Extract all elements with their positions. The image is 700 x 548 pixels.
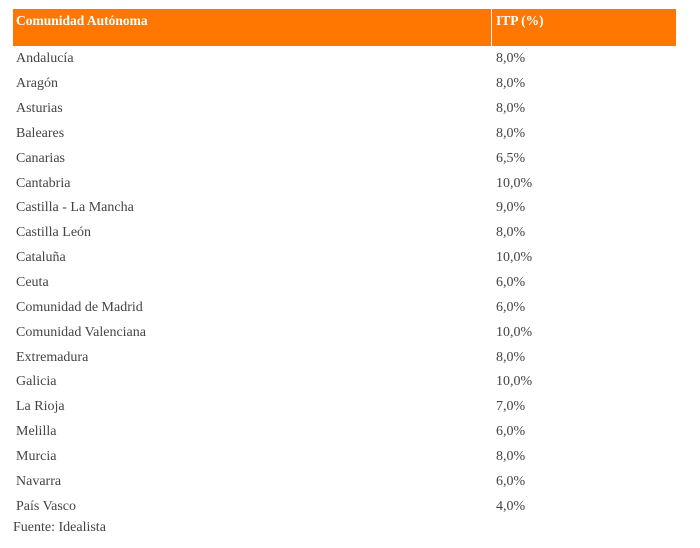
cell-comunidad: Aragón xyxy=(16,76,58,92)
cell-comunidad: Castilla - La Mancha xyxy=(16,200,134,216)
cell-itp: 6,0% xyxy=(496,424,526,440)
cell-itp: 10,0% xyxy=(496,374,533,390)
cell-comunidad: Murcia xyxy=(16,448,57,464)
cell-itp: 8,0% xyxy=(496,349,526,365)
cell-comunidad: Andalucía xyxy=(16,51,74,67)
table-row: Ceuta 6,0% xyxy=(13,271,676,296)
cell-itp: 6,0% xyxy=(496,473,526,489)
table-header: Comunidad Autónoma ITP (%) xyxy=(13,9,676,46)
cell-comunidad: La Rioja xyxy=(16,399,65,415)
cell-itp: 6,0% xyxy=(496,275,526,291)
cell-comunidad: Asturias xyxy=(16,101,63,117)
cell-itp: 8,0% xyxy=(496,101,526,117)
cell-comunidad: Extremadura xyxy=(16,349,89,365)
table-row: Aragón 8,0% xyxy=(13,72,676,97)
header-itp: ITP (%) xyxy=(496,13,544,28)
table-row: Comunidad Valenciana 10,0% xyxy=(13,320,676,345)
table-row: Murcia 8,0% xyxy=(13,445,676,470)
cell-comunidad: País Vasco xyxy=(16,498,77,514)
cell-itp: 4,0% xyxy=(496,498,526,514)
table-row: Andalucía 8,0% xyxy=(13,47,676,72)
cell-comunidad: Navarra xyxy=(16,473,62,489)
table-row: Navarra 6,0% xyxy=(13,469,676,494)
cell-itp: 10,0% xyxy=(496,175,533,191)
itp-table: Comunidad Autónoma ITP (%) Andalucía 8,0%… xyxy=(13,9,676,519)
table-row: Baleares 8,0% xyxy=(13,122,676,147)
cell-comunidad: Melilla xyxy=(16,424,57,440)
table-row: País Vasco 4,0% xyxy=(13,494,676,519)
cell-comunidad: Cantabria xyxy=(16,175,71,191)
cell-comunidad: Ceuta xyxy=(16,275,49,291)
table-row: Castilla León 8,0% xyxy=(13,221,676,246)
cell-comunidad: Canarias xyxy=(16,150,65,166)
cell-comunidad: Castilla León xyxy=(16,225,92,241)
table-row: Cantabria 10,0% xyxy=(13,171,676,196)
cell-itp: 8,0% xyxy=(496,51,526,67)
table-row: Asturias 8,0% xyxy=(13,97,676,122)
table-row: Castilla - La Mancha 9,0% xyxy=(13,196,676,221)
table-row: Cataluña 10,0% xyxy=(13,246,676,271)
cell-comunidad: Comunidad Valenciana xyxy=(16,324,146,340)
table-row: Comunidad de Madrid 6,0% xyxy=(13,295,676,320)
table-row: Extremadura 8,0% xyxy=(13,345,676,370)
table-row: Canarias 6,5% xyxy=(13,146,676,171)
source-note: Fuente: Idealista xyxy=(13,520,106,535)
cell-itp: 8,0% xyxy=(496,225,526,241)
cell-comunidad: Cataluña xyxy=(16,250,66,266)
cell-itp: 8,0% xyxy=(496,76,526,92)
cell-itp: 8,0% xyxy=(496,448,526,464)
cell-itp: 10,0% xyxy=(496,250,533,266)
cell-itp: 6,0% xyxy=(496,299,526,315)
cell-comunidad: Baleares xyxy=(16,125,65,141)
cell-itp: 8,0% xyxy=(496,125,526,141)
cell-itp: 6,5% xyxy=(496,150,526,166)
header-comunidad: Comunidad Autónoma xyxy=(13,9,492,46)
cell-comunidad: Galicia xyxy=(16,374,57,390)
table-body: Andalucía 8,0% Aragón 8,0% Asturias 8,0% Balea… xyxy=(13,46,676,519)
cell-itp: 7,0% xyxy=(496,399,526,415)
table-row: Galicia 10,0% xyxy=(13,370,676,395)
cell-comunidad: Comunidad de Madrid xyxy=(16,299,143,315)
table-row: La Rioja 7,0% xyxy=(13,395,676,420)
cell-itp: 9,0% xyxy=(496,200,526,216)
cell-itp: 10,0% xyxy=(496,324,533,340)
table-row: Melilla 6,0% xyxy=(13,420,676,445)
